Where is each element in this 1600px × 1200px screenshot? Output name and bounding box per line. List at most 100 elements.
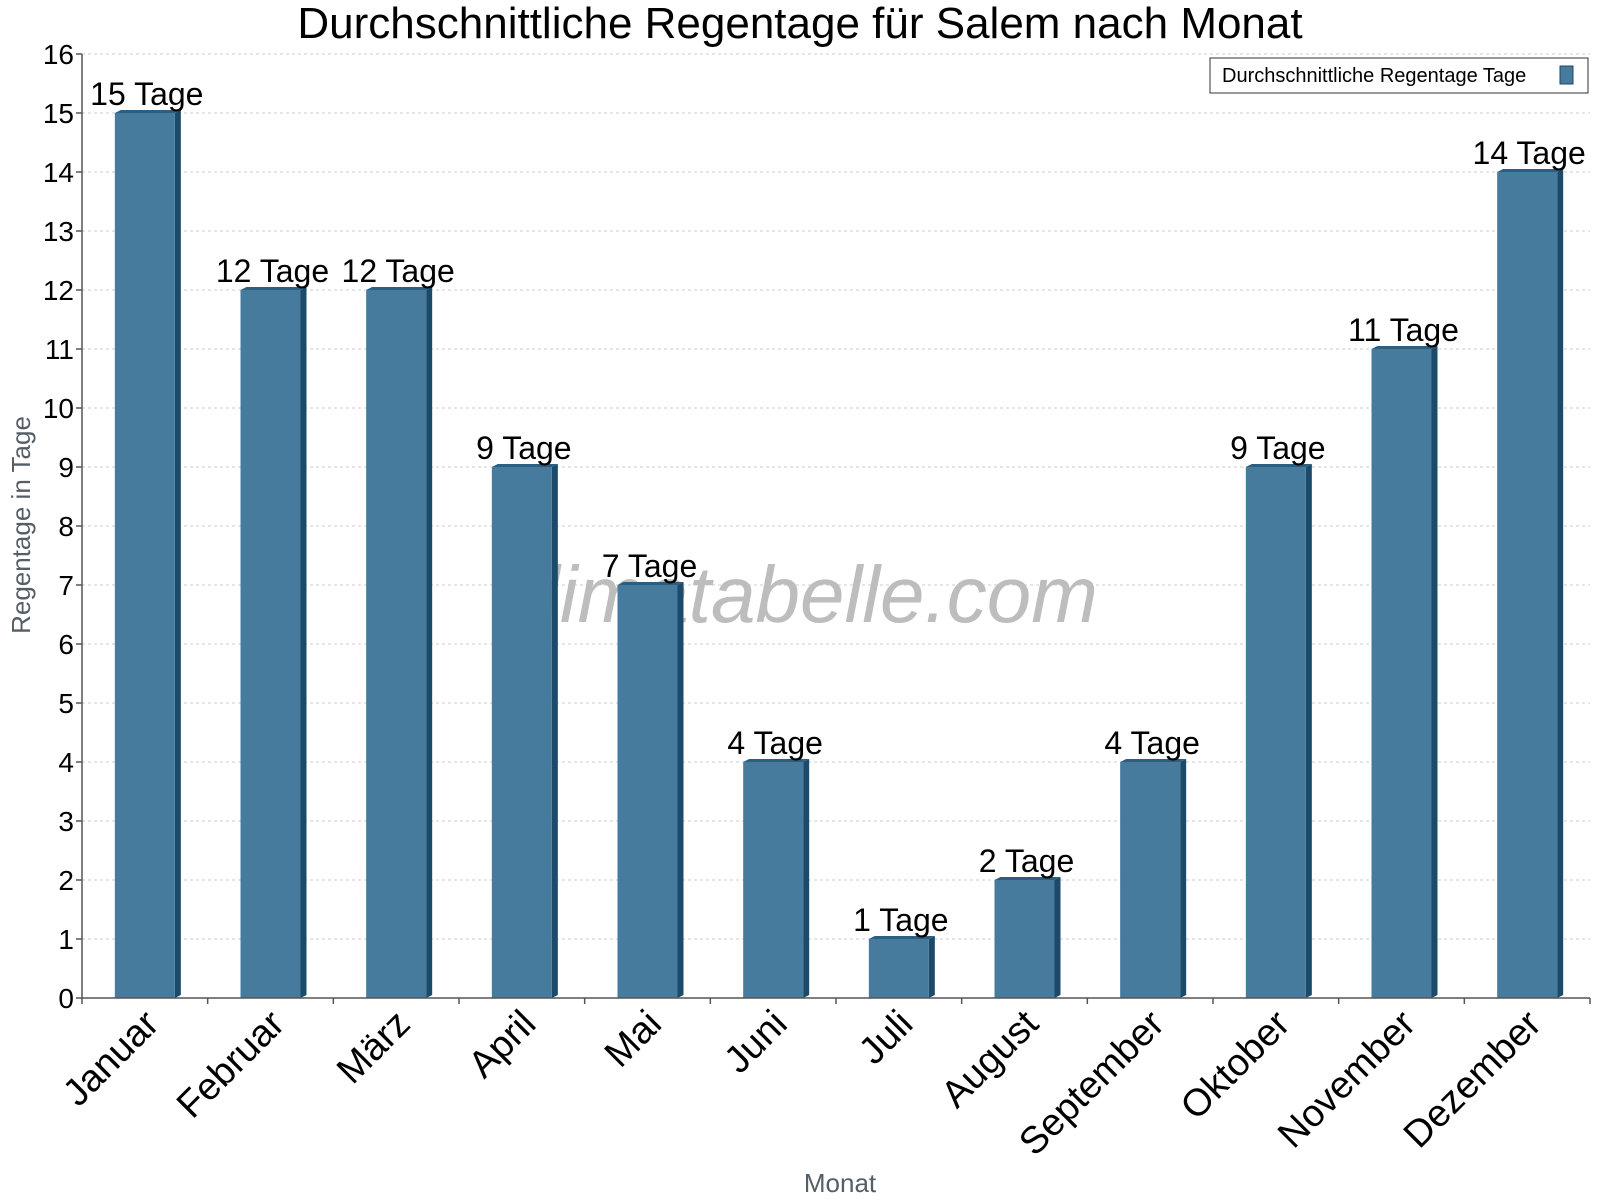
y-axis-title: Regentage in Tage [6, 416, 36, 634]
data-label: 12 Tage [342, 253, 455, 289]
y-tick-label: 16 [43, 39, 74, 70]
grid-lines [82, 53, 1590, 940]
bars [114, 110, 1564, 998]
bar [1497, 169, 1564, 998]
data-label: 15 Tage [90, 76, 203, 112]
bar-front [868, 939, 929, 998]
bar-top [743, 759, 810, 762]
legend-swatch [1559, 65, 1574, 85]
y-tick-label: 3 [58, 806, 74, 837]
bar-top [114, 110, 181, 113]
bar-top [617, 582, 684, 585]
y-tick-label: 10 [43, 393, 74, 424]
y-tick-label: 6 [58, 629, 74, 660]
bar-side [1054, 877, 1061, 998]
y-tick-label: 8 [58, 511, 74, 542]
bar [994, 877, 1061, 998]
data-label: 4 Tage [727, 725, 823, 761]
y-tick-label: 14 [43, 157, 74, 188]
bar-top [366, 287, 433, 290]
bar [868, 936, 935, 998]
y-tick-label: 9 [58, 452, 74, 483]
bar-top [1120, 759, 1187, 762]
bar-top [1245, 464, 1312, 467]
data-label: 14 Tage [1473, 135, 1586, 171]
data-label: 1 Tage [853, 902, 949, 938]
y-tick-label: 0 [58, 983, 74, 1014]
x-tick-label: Juni [717, 1003, 796, 1082]
y-tick-label: 1 [58, 924, 74, 955]
data-label: 9 Tage [1230, 430, 1326, 466]
bar [366, 287, 433, 998]
x-tick-label: Juli [851, 1003, 921, 1073]
bar-side [174, 110, 181, 998]
bar-front [1245, 467, 1306, 998]
bar [743, 759, 810, 998]
bar-side [1557, 169, 1564, 998]
y-tick-label: 11 [45, 334, 74, 365]
bar-top [1371, 346, 1438, 349]
data-label: 7 Tage [602, 548, 698, 584]
bar-front [114, 113, 175, 998]
x-tick-labels: Januar Februar März April Mai Juni Juli AugustS… [55, 1002, 1549, 1163]
bar-front [994, 880, 1055, 998]
legend-box [1209, 57, 1589, 94]
data-labels: 15 Tage 12 Tage 12 Tage 9 Tage 7 Tage 4 Tage 1… [90, 76, 1586, 938]
data-label: 12 Tage [216, 253, 329, 289]
y-tick-label: 5 [58, 688, 74, 719]
bar [1245, 464, 1312, 998]
bar-side [1431, 346, 1438, 998]
bar [1371, 346, 1438, 998]
bar-front [240, 290, 301, 998]
data-label: 9 Tage [476, 430, 572, 466]
y-tick-label: 13 [43, 216, 74, 247]
y-tick-label: 12 [43, 275, 74, 306]
bar-front [491, 467, 552, 998]
x-tick-label: März [329, 1003, 418, 1092]
legend-label: Durchschnittliche Regentage Tage [1222, 65, 1526, 87]
bar-top [240, 287, 307, 290]
x-tick-label: Dezember [1396, 1002, 1550, 1156]
bar-front [1371, 349, 1432, 998]
x-tick-label: Oktober [1173, 1002, 1299, 1128]
x-tick-label: Mai [597, 1003, 670, 1076]
bar-side [1305, 464, 1312, 998]
bar-top [994, 877, 1061, 880]
watermark: klimatabelle.com [502, 550, 1098, 639]
bar [617, 582, 684, 998]
x-tick-label: November [1270, 1002, 1424, 1156]
bar-front [617, 585, 678, 998]
bar-top [1497, 169, 1564, 172]
bar-front [1497, 172, 1558, 998]
bar-top [868, 936, 935, 939]
bar-front [366, 290, 427, 998]
chart-title: Durchschnittliche Regentage für Salem na… [297, 0, 1302, 48]
axes [76, 53, 1591, 1004]
bar-side [551, 464, 558, 998]
y-tick-label: 4 [58, 747, 74, 778]
y-tick-label: 15 [43, 98, 74, 129]
x-tick-label: August [934, 1002, 1048, 1116]
y-tick-label: 2 [58, 865, 74, 896]
bar [1120, 759, 1187, 998]
data-label: 4 Tage [1104, 725, 1200, 761]
bar-side [677, 582, 684, 998]
x-tick-label: April [461, 1003, 544, 1086]
bar [491, 464, 558, 998]
bar-side [1180, 759, 1187, 998]
bar-top [491, 464, 558, 467]
bar [114, 110, 181, 998]
bar-side [803, 759, 810, 998]
x-axis-title: Monat [804, 1168, 877, 1198]
bar [240, 287, 307, 998]
bar-side [300, 287, 307, 998]
bar-front [1120, 762, 1181, 998]
legend: Durchschnittliche Regentage Tage [1209, 57, 1589, 94]
x-tick-label: Januar [55, 1002, 167, 1114]
data-label: 11 Tage [1348, 312, 1459, 348]
bar-side [426, 287, 433, 998]
y-tick-label: 7 [58, 570, 74, 601]
bar-side [928, 936, 935, 998]
